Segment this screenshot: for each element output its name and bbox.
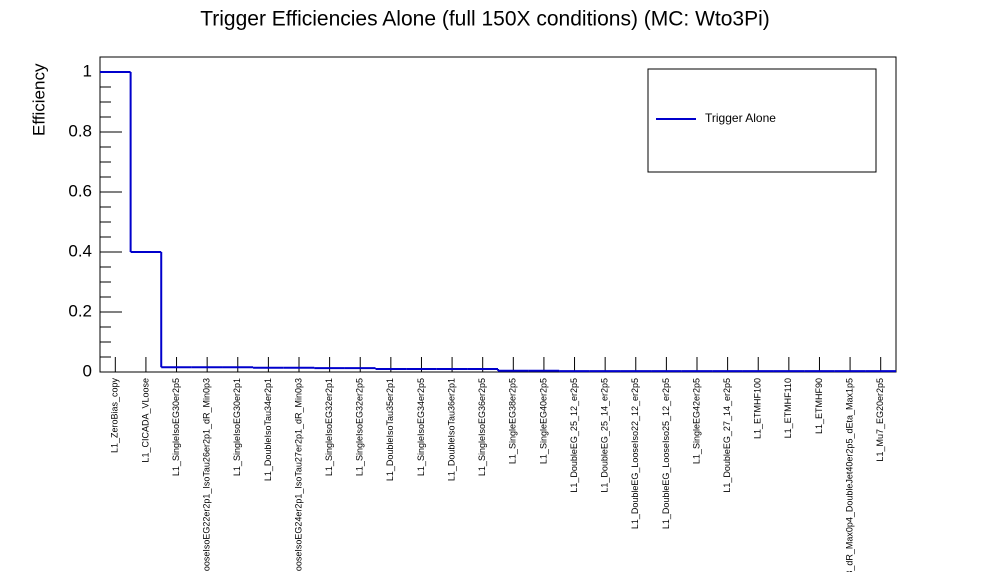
x-tick-label: L1_DoubleEG_LooseIso22_12_er2p5 [630,378,640,529]
x-tick-label: L1_DoubleEG_25_12_er2p5 [569,378,579,493]
x-tick-label: ooseIsoEG22er2p1_IsoTau26er2p1_dR_Min0p3 [202,378,212,571]
x-tick-label: L1_SingleIsoEG32er2p1 [324,378,334,476]
x-tick-label: L1_SingleEG40er2p5 [538,378,548,464]
y-tick-label: 1 [83,61,92,80]
x-tick-label: L1_SingleIsoEG30er2p1 [232,378,242,476]
legend-label: Trigger Alone [705,111,776,125]
x-tick-label: L1_CICADA_VLoose [140,378,150,463]
x-tick-label: L1_DoubleIsoTau36er2p1 [446,378,456,481]
y-tick-label: 0.6 [68,181,92,200]
x-tick-label: L1_Mu7_EG20er2p5 [875,378,885,462]
y-tick-label: 0.2 [68,301,92,320]
x-tick-label: L1_SingleIsoEG34er2p5 [416,378,426,476]
x-tick-label: L1_SingleEG42er2p5 [691,378,701,464]
y-tick-label: 0.4 [68,241,92,260]
x-tick-label: L1_SingleEG38er2p5 [508,378,518,464]
x-tick-label: L1_DoubleEG_27_14_er2p5 [722,378,732,493]
x-tick-label: L1_ETMHF100 [753,378,763,439]
x-tick-label: L1_SingleIsoEG32er2p5 [355,378,365,476]
legend-box [647,68,877,173]
x-tick-label: L1_DoubleEG_LooseIso25_12_er2p5 [661,378,671,529]
x-tick-label: L1_ETMHF90 [814,378,824,434]
x-tick-label: 3_dR_Max0p4_DoubleJet40er2p5_dEta_Max1p5 [844,378,854,572]
x-tick-label: L1_SingleIsoEG36er2p5 [477,378,487,476]
x-tick-label: L1_DoubleIsoTau35er2p1 [385,378,395,481]
x-tick-label: L1_DoubleEG_25_14_er2p5 [600,378,610,493]
y-tick-label: 0 [83,361,92,380]
x-tick-label: L1_ETMHF110 [783,378,793,438]
y-tick-label: 0.8 [68,121,92,140]
plot-frame [99,56,897,373]
x-tick-label: L1_ZeroBias_copy [110,378,120,454]
chart-title: Trigger Efficiencies Alone (full 150X co… [200,8,770,31]
y-axis-label: Efficiency [29,63,48,136]
x-tick-label: ooseIsoEG24er2p1_IsoTau27er2p1_dR_Min0p3 [293,378,303,571]
x-tick-label: L1_SingleIsoEG30er2p5 [171,378,181,476]
x-tick-label: L1_DoubleIsoTau34er2p1 [263,378,273,481]
